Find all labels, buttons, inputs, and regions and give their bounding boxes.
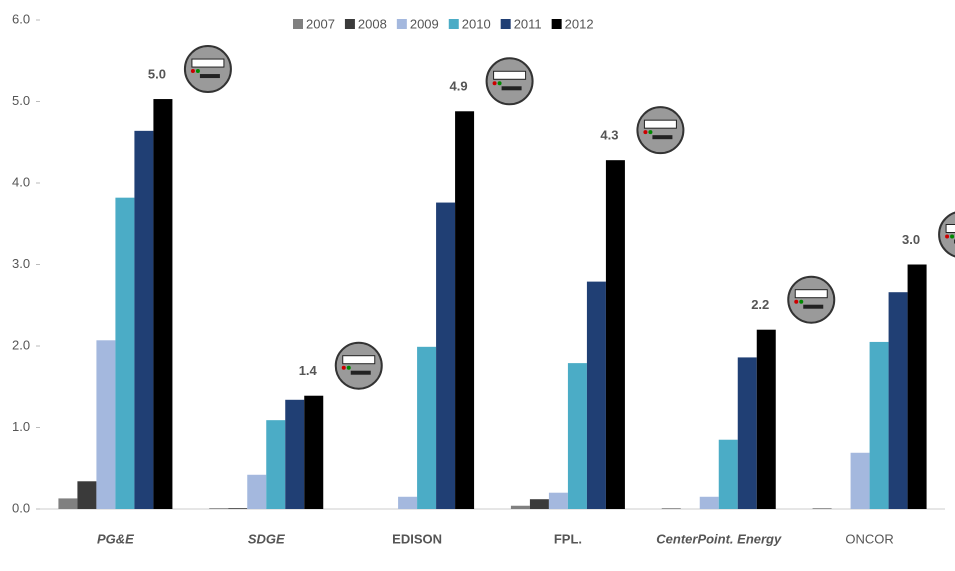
bar (869, 341, 889, 509)
category-logo: SDGE (248, 531, 285, 546)
bar (417, 346, 437, 509)
bar (605, 160, 625, 509)
legend-swatch (500, 19, 511, 29)
meter-led (648, 130, 653, 135)
legend-swatch (448, 19, 459, 29)
meter-display (342, 355, 376, 365)
bar (850, 452, 870, 509)
meter-icon (938, 211, 955, 258)
category-logo: EDISON (392, 531, 442, 546)
legend-label: 2008 (358, 16, 387, 31)
bar (398, 496, 418, 509)
y-tick-label: 1.0 (12, 419, 30, 434)
meter-icon (183, 45, 232, 94)
data-label: 4.3 (600, 128, 618, 143)
bar (58, 498, 78, 509)
bar (661, 508, 681, 509)
category-logo: CenterPoint. Energy (656, 531, 782, 546)
bar (77, 481, 97, 509)
meter-led (643, 130, 648, 135)
legend-label: 2009 (410, 16, 439, 31)
bar (812, 508, 832, 509)
bar (455, 111, 475, 509)
meter-display (493, 70, 527, 80)
bar (737, 357, 757, 509)
legend-swatch (396, 19, 407, 29)
meter-led (190, 69, 195, 74)
meter-icon (485, 57, 534, 106)
bar (228, 508, 248, 509)
bar (586, 281, 606, 509)
y-tick-label: 2.0 (12, 337, 30, 352)
legend-label: 2007 (306, 16, 335, 31)
bar (285, 399, 305, 509)
bar (436, 202, 456, 509)
bar (153, 99, 173, 510)
category-logo: PG&E (97, 531, 134, 546)
data-label: 2.2 (751, 297, 769, 312)
meter-led (497, 81, 502, 86)
bar (699, 496, 719, 509)
bar (756, 329, 776, 509)
meter-barcode (501, 86, 522, 91)
meter-led (799, 299, 804, 304)
bar (266, 420, 286, 509)
meter-led (195, 69, 200, 74)
bar (209, 508, 229, 509)
meter-display (191, 58, 225, 68)
legend-swatch (344, 19, 355, 29)
meter-led (794, 299, 799, 304)
legend-label: 2010 (462, 16, 491, 31)
meter-icon (334, 341, 383, 390)
meter-led (492, 81, 497, 86)
meter-barcode (803, 304, 824, 309)
y-tick-label: 0.0 (12, 500, 30, 515)
data-label: 3.0 (902, 232, 920, 247)
bar (134, 130, 154, 509)
bar (115, 197, 135, 510)
category-logo: ONCOR (845, 531, 893, 546)
bar (718, 439, 738, 509)
category-logo: FPL. (554, 531, 582, 546)
bar (907, 264, 927, 509)
y-tick-label: 6.0 (12, 11, 30, 26)
meter-icon (636, 106, 685, 155)
y-tick-label: 3.0 (12, 256, 30, 271)
legend-swatch (551, 19, 562, 29)
data-label: 5.0 (148, 66, 166, 81)
bar (888, 292, 908, 509)
legend-swatch (293, 19, 303, 29)
legend-label: 2012 (565, 16, 594, 31)
meter-led (950, 234, 955, 239)
meter-barcode (350, 370, 371, 375)
data-label: 1.4 (299, 363, 318, 378)
meter-led (945, 234, 950, 239)
bar (529, 499, 549, 509)
y-tick-label: 4.0 (12, 174, 30, 189)
meter-barcode (199, 74, 220, 79)
bar (247, 474, 267, 509)
y-tick-label: 5.0 (12, 93, 30, 108)
meter-display (945, 224, 955, 233)
bar (548, 492, 568, 509)
legend-label: 2011 (514, 16, 542, 31)
meter-display (643, 119, 677, 129)
meter-icon (787, 275, 836, 324)
bar (96, 340, 116, 509)
data-label: 4.9 (450, 79, 468, 94)
bar (567, 363, 587, 509)
bar (304, 395, 324, 509)
bar (510, 505, 530, 509)
meter-led (346, 365, 351, 370)
meter-barcode (652, 135, 673, 140)
meter-display (794, 289, 828, 299)
meter-led (341, 365, 346, 370)
